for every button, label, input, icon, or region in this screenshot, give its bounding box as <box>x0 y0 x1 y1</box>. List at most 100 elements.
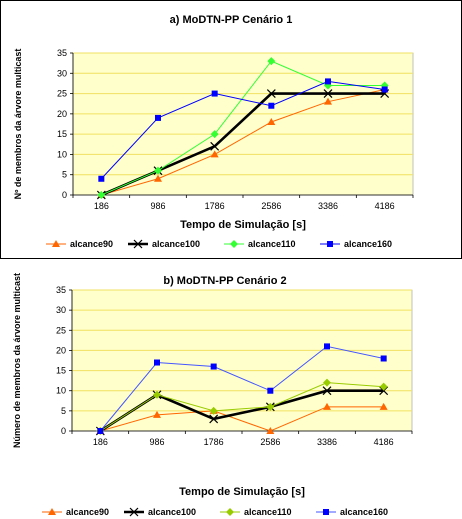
data-point-alcance100 <box>209 414 219 424</box>
legend-item-alcance160: alcance160 <box>316 507 388 517</box>
legend-label: alcance100 <box>148 507 196 517</box>
series-alcance110 <box>97 57 389 199</box>
data-point-alcance110 <box>97 191 106 199</box>
data-point-alcance110 <box>210 130 219 139</box>
chart-panel-scenario-1: a) MoDTN-PP Cenário 1 0 5 10 15 20 25 30 35 186 98… <box>0 0 462 259</box>
legend-label: alcance160 <box>340 507 388 517</box>
series-line-alcance110 <box>101 60 385 196</box>
data-point-alcance90 <box>266 427 275 434</box>
data-point-alcance110 <box>209 406 218 415</box>
y-tick-label: 10 <box>57 149 67 159</box>
legend-marker <box>323 509 329 515</box>
data-point-alcance90 <box>210 150 219 158</box>
legend-marker <box>133 239 143 249</box>
data-point-alcance160 <box>267 387 274 394</box>
data-point-alcance160 <box>268 102 275 109</box>
y-tick-label: 20 <box>56 345 66 355</box>
data-point-alcance110 <box>267 57 276 66</box>
y-tick-label: 25 <box>57 89 67 99</box>
x-tick-label: 4186 <box>375 201 395 211</box>
chart-title: b) MoDTN-PP Cenário 2 <box>163 275 286 287</box>
data-point-alcance110 <box>323 378 331 387</box>
legend-label: alcance90 <box>70 239 113 249</box>
x-tick-label: 1786 <box>204 437 224 447</box>
chart-panel-scenario-2: b) MoDTN-PP Cenário 2 0 5 10 15 20 25 30 35 186 98… <box>0 262 462 519</box>
legend-item-alcance110: alcance110 <box>220 507 292 517</box>
x-axis-label: Tempo de Simulação [s] <box>180 219 306 231</box>
data-point-alcance90 <box>267 117 276 125</box>
y-axis-label: Nº de membros da árvore multicast <box>13 49 23 200</box>
data-point-alcance100 <box>322 386 332 396</box>
legend-label: alcance110 <box>244 507 292 517</box>
series-line-alcance110 <box>100 382 384 432</box>
data-point-alcance90 <box>324 97 332 105</box>
series-alcance160 <box>97 343 387 434</box>
data-point-alcance90 <box>379 402 388 410</box>
y-tick-label: 35 <box>57 48 67 58</box>
x-tick-label: 986 <box>149 437 164 447</box>
y-tick-label: 30 <box>57 68 67 78</box>
y-tick-label: 30 <box>56 305 66 315</box>
data-point-alcance160 <box>381 86 388 93</box>
legend-marker <box>327 241 333 247</box>
data-point-alcance110 <box>266 402 275 411</box>
chart-title: a) MoDTN-PP Cenário 1 <box>170 14 293 26</box>
legend-item-alcance90: alcance90 <box>46 239 113 249</box>
data-point-alcance160 <box>210 363 217 370</box>
x-tick-label: 186 <box>94 201 109 211</box>
x-tick-label: 2586 <box>261 201 281 211</box>
data-point-alcance100 <box>266 89 276 98</box>
plot-area <box>72 52 414 196</box>
legend-marker <box>52 240 60 247</box>
x-tick-label: 186 <box>93 437 108 447</box>
chart-scenario-1: a) MoDTN-PP Cenário 1 0 5 10 15 20 25 30 35 186 98… <box>13 14 414 249</box>
x-axis-label: Tempo de Simulação [s] <box>179 486 305 498</box>
data-point-alcance110 <box>379 382 388 391</box>
legend-item-alcance100: alcance100 <box>124 507 196 517</box>
y-tick-label: 25 <box>56 325 66 335</box>
data-point-alcance160 <box>154 359 160 366</box>
y-tick-label: 20 <box>57 109 67 119</box>
y-tick-label: 35 <box>56 285 66 295</box>
legend-label: alcance160 <box>344 239 392 249</box>
y-tick-label: 15 <box>57 129 67 139</box>
series-line-alcance160 <box>99 345 384 432</box>
y-tick-label: 5 <box>62 170 67 180</box>
data-point-alcance160 <box>380 355 387 362</box>
series-line-alcance90 <box>101 89 385 196</box>
legend-item-alcance100: alcance100 <box>128 239 200 249</box>
chart-scenario-2: b) MoDTN-PP Cenário 2 0 5 10 15 20 25 30 35 186 98… <box>12 273 413 517</box>
data-point-alcance100 <box>210 141 220 151</box>
legend-label: alcance100 <box>152 239 200 249</box>
x-tick-label: 3386 <box>318 201 338 211</box>
legend-marker <box>230 240 238 248</box>
data-point-alcance160 <box>211 90 218 97</box>
series-alcance160 <box>98 78 388 182</box>
plot-area <box>71 289 413 432</box>
data-point-alcance160 <box>155 114 161 121</box>
data-point-alcance160 <box>325 78 331 85</box>
legend-label: alcance90 <box>66 507 109 517</box>
legend-item-alcance160: alcance160 <box>320 239 392 249</box>
legend-marker <box>226 508 234 516</box>
x-tick-label: 4186 <box>374 437 394 447</box>
y-tick-label: 5 <box>61 406 66 416</box>
x-tick-label: 3386 <box>317 437 337 447</box>
data-point-alcance90 <box>154 174 162 182</box>
y-tick-label: 15 <box>56 366 66 376</box>
series-line-alcance160 <box>100 80 385 180</box>
legend-item-alcance110: alcance110 <box>224 239 296 249</box>
x-tick-label: 2586 <box>260 437 280 447</box>
data-point-alcance110 <box>153 390 161 399</box>
data-point-alcance160 <box>98 175 105 182</box>
data-point-alcance160 <box>97 428 104 434</box>
data-point-alcance90 <box>153 410 161 418</box>
x-tick-label: 986 <box>150 201 165 211</box>
series-line-alcance90 <box>100 406 384 432</box>
y-axis-label: Número de membros da árvore multicast <box>12 273 22 448</box>
data-point-alcance100 <box>379 386 389 396</box>
y-tick-label: 0 <box>61 426 66 436</box>
data-point-alcance160 <box>324 343 330 350</box>
y-tick-label: 10 <box>56 386 66 396</box>
data-point-alcance100 <box>323 89 333 98</box>
